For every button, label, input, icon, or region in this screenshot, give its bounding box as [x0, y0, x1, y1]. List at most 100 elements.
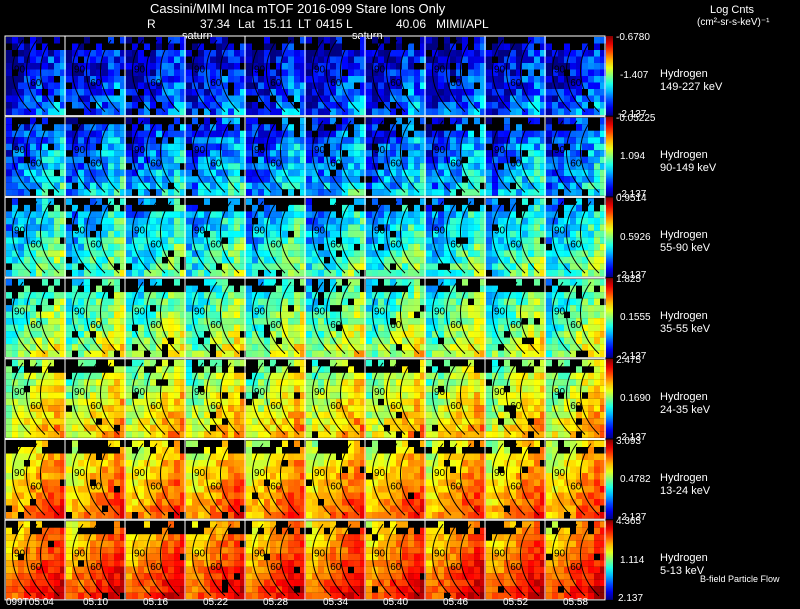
heatmap-cell: [198, 50, 204, 57]
heatmap-cell: [288, 211, 294, 218]
heatmap-cell: [564, 189, 570, 196]
heatmap-cell: [24, 108, 30, 115]
heatmap-cell: [42, 318, 48, 325]
heatmap-cell: [588, 169, 594, 177]
heatmap-cell: [480, 344, 486, 351]
heatmap-cell: [288, 156, 294, 164]
heatmap-cell: [270, 405, 276, 412]
contour-line: [100, 120, 120, 193]
heatmap-cell: [174, 76, 180, 83]
heatmap-cell: [384, 89, 390, 96]
heatmap-cell: [426, 230, 432, 238]
heatmap-cell: [468, 269, 474, 277]
contour-line: [192, 120, 212, 193]
heatmap-cell: [300, 250, 306, 257]
heatmap-cell: [408, 211, 414, 218]
heatmap-cell: [126, 102, 132, 109]
heatmap-cell: [258, 56, 264, 63]
contour-line: [86, 362, 106, 435]
heatmap-cell: [420, 311, 426, 319]
heatmap-cell: [216, 143, 222, 151]
heatmap-cell: [282, 337, 288, 345]
heatmap-cell: [318, 350, 324, 358]
heatmap-cell: [468, 76, 474, 83]
heatmap-cell: [360, 198, 366, 205]
heatmap-cell: [390, 89, 396, 96]
heatmap-cell: [120, 392, 126, 399]
heatmap-cell: [120, 337, 126, 345]
heatmap-cell: [408, 217, 414, 225]
heatmap-cell: [588, 204, 594, 212]
heatmap-cell: [456, 176, 462, 183]
heatmap-cell: [216, 366, 222, 373]
heatmap-cell: [228, 230, 234, 238]
heatmap-cell: [474, 182, 480, 190]
heatmap-cell: [36, 143, 42, 151]
heatmap-cell: [402, 324, 408, 332]
heatmap-cell: [318, 237, 324, 244]
heatmap-cell: [264, 50, 270, 57]
heatmap-cell: [24, 137, 30, 144]
heatmap-cell: [576, 311, 582, 319]
contour-label: 90: [434, 64, 446, 75]
contour-label: 90: [434, 226, 446, 237]
heatmap-cell: [366, 69, 372, 76]
heatmap-cell: [264, 182, 270, 190]
heatmap-cell: [336, 243, 342, 251]
heatmap-cell: [132, 95, 138, 102]
heatmap-cell: [462, 102, 468, 109]
heatmap-cell: [192, 431, 198, 438]
heatmap-cell: [228, 366, 234, 373]
heatmap-cell: [108, 89, 114, 96]
heatmap-cell: [330, 243, 336, 251]
heatmap-cell: [294, 431, 300, 438]
heatmap-cell: [426, 156, 432, 164]
heatmap-cell: [36, 250, 42, 257]
heatmap-cell: [522, 137, 528, 144]
heatmap-cell: [192, 224, 198, 231]
heatmap-cell: [210, 305, 216, 312]
heatmap-cell: [216, 298, 222, 306]
heatmap-cell: [444, 269, 450, 277]
heatmap-cell: [468, 150, 474, 157]
heatmap-cell: [492, 156, 498, 164]
heatmap-cell: [438, 250, 444, 257]
contour-line: [386, 120, 406, 193]
heatmap-cell: [372, 150, 378, 157]
heatmap-cell: [120, 366, 126, 373]
heatmap-cell: [468, 108, 474, 115]
contour-label: 90: [494, 145, 506, 156]
heatmap-cell: [54, 292, 60, 299]
heatmap-cell: [330, 76, 336, 83]
heatmap-cell: [240, 337, 246, 345]
heatmap-cell: [312, 169, 318, 177]
heatmap-cell: [48, 95, 54, 102]
heatmap-cell: [390, 305, 396, 312]
heatmap-cell: [480, 89, 486, 96]
heatmap-cell: [420, 298, 426, 306]
heatmap-cell: [126, 69, 132, 76]
heatmap-cell: [468, 217, 474, 225]
heatmap-cell: [420, 150, 426, 157]
heatmap-cell: [588, 189, 594, 196]
heatmap-cell: [6, 237, 12, 244]
heatmap-cell: [132, 217, 138, 225]
heatmap-cell: [474, 211, 480, 218]
heatmap-cell: [450, 243, 456, 251]
heatmap-cell: [240, 418, 246, 425]
heatmap-cell: [270, 237, 276, 244]
heatmap-cell: [462, 230, 468, 238]
heatmap-cell: [126, 350, 132, 358]
heatmap-cell: [474, 143, 480, 151]
heatmap-cell: [252, 263, 258, 270]
heatmap-cell: [102, 256, 108, 264]
heatmap-cell: [180, 89, 186, 96]
heatmap-cell: [564, 337, 570, 345]
heatmap-cell: [96, 230, 102, 238]
heatmap-cell: [192, 108, 198, 115]
heatmap-cell: [156, 69, 162, 76]
heatmap-cell: [42, 392, 48, 399]
heatmap-cell: [144, 292, 150, 299]
heatmap-cell: [600, 250, 606, 257]
heatmap-cell: [84, 350, 90, 358]
